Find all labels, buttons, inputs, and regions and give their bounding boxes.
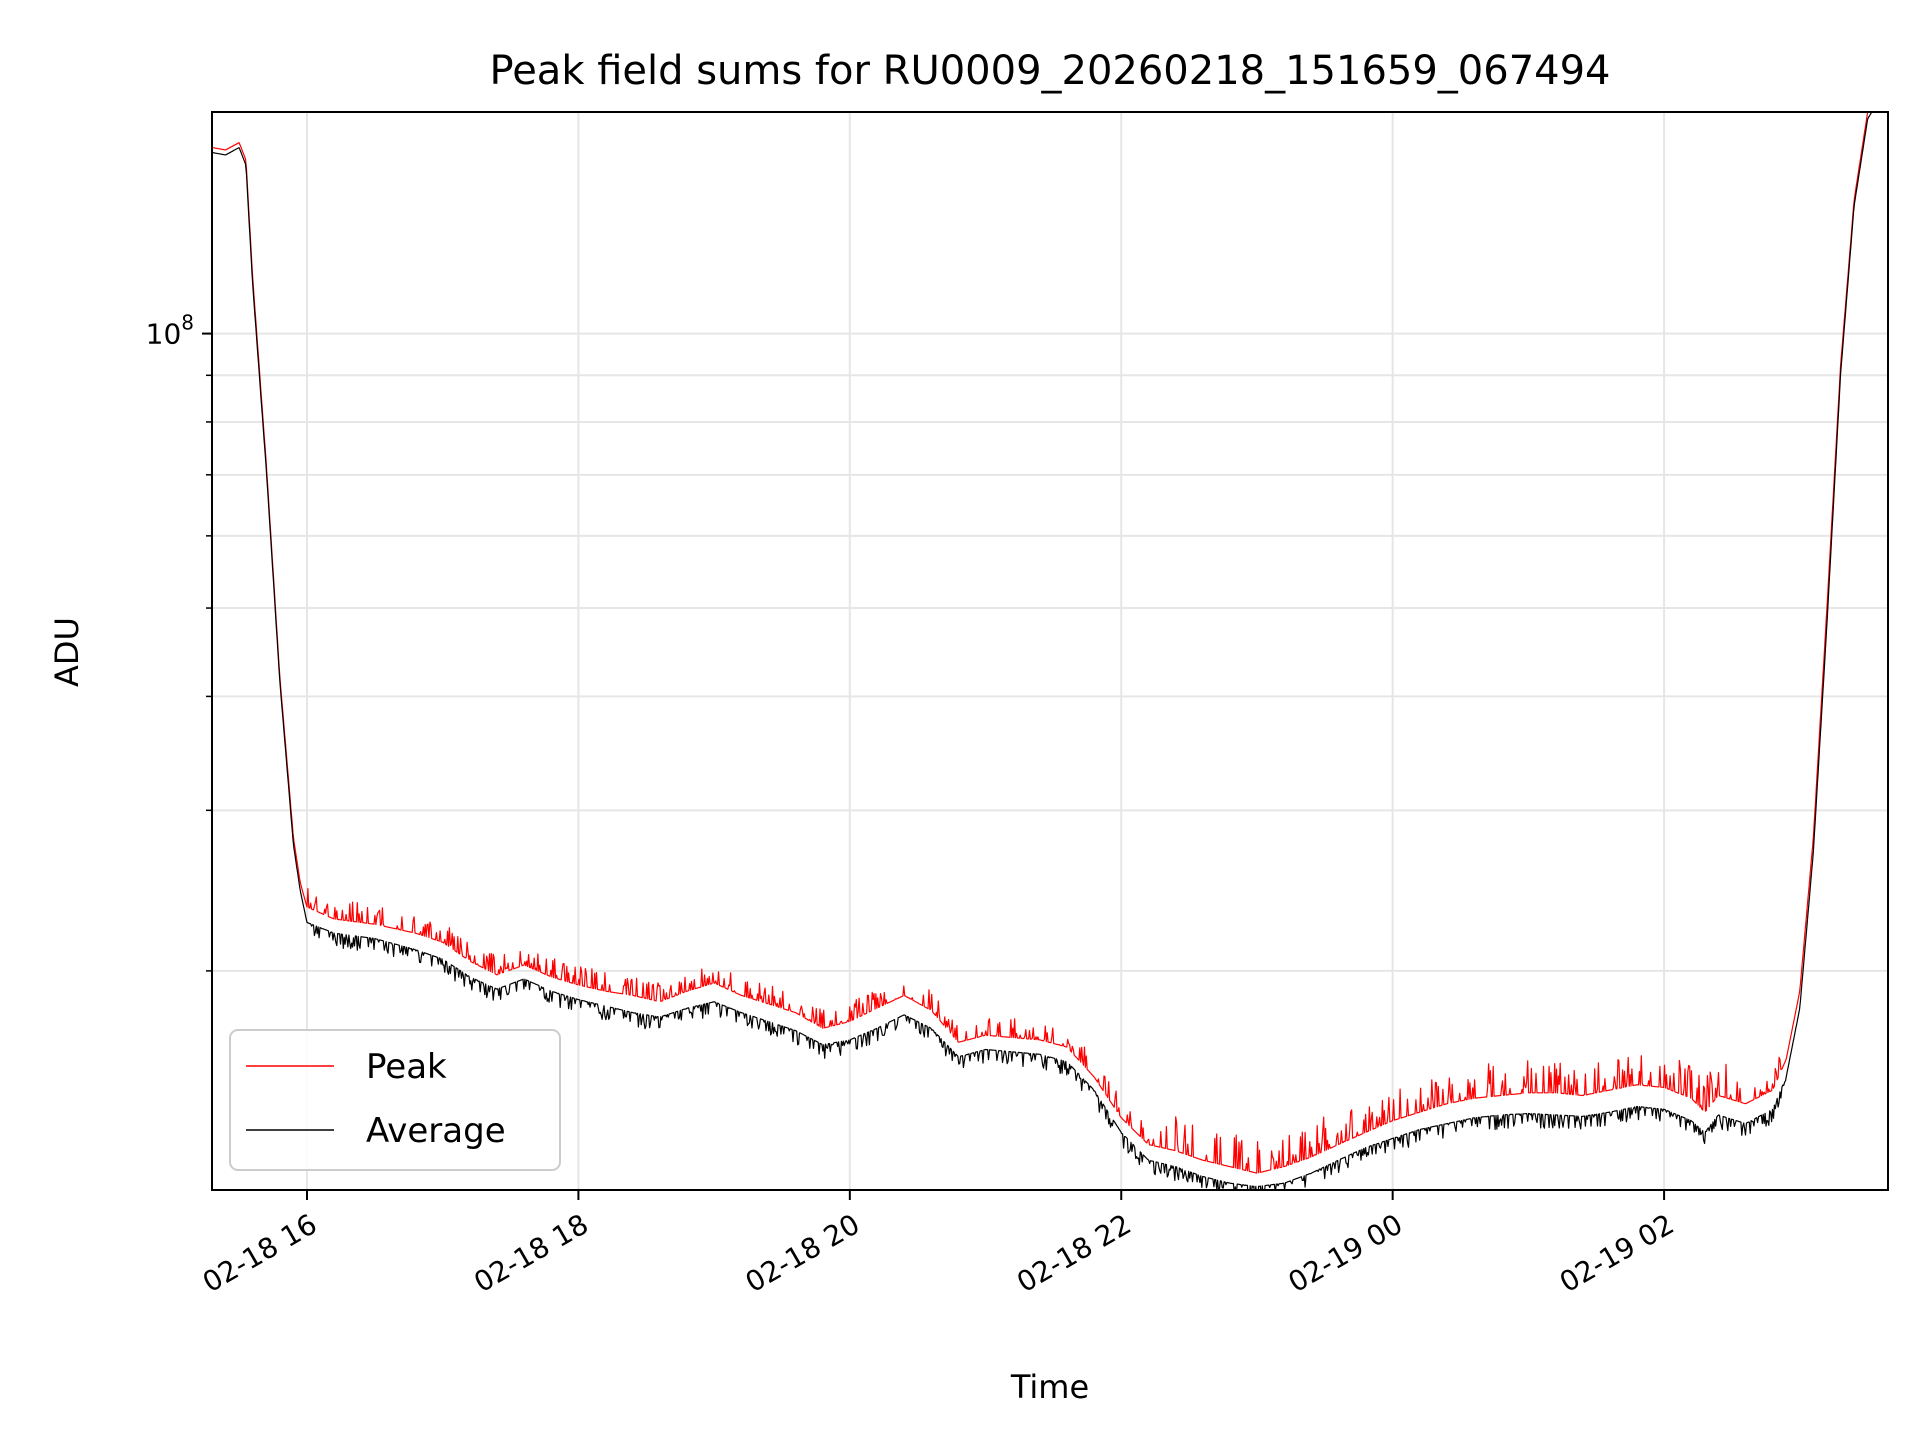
peak-series-line [212,112,1869,1174]
chart-title: Peak field sums for RU0009_20260218_1516… [490,48,1611,94]
grid [212,112,1888,1190]
x-axis-title: Time [1010,1368,1089,1406]
legend-box [229,1029,561,1171]
plot-frame [211,111,1889,1191]
legend-peak-label: Peak [366,1047,447,1087]
average-series-line [212,112,1873,1190]
legend-average-label: Average [366,1111,506,1151]
y-tick-label: 108 [146,311,194,351]
series-layer [212,112,1873,1190]
y-axis-title: ADU [48,617,86,687]
legend: Peak Average [229,1029,561,1171]
